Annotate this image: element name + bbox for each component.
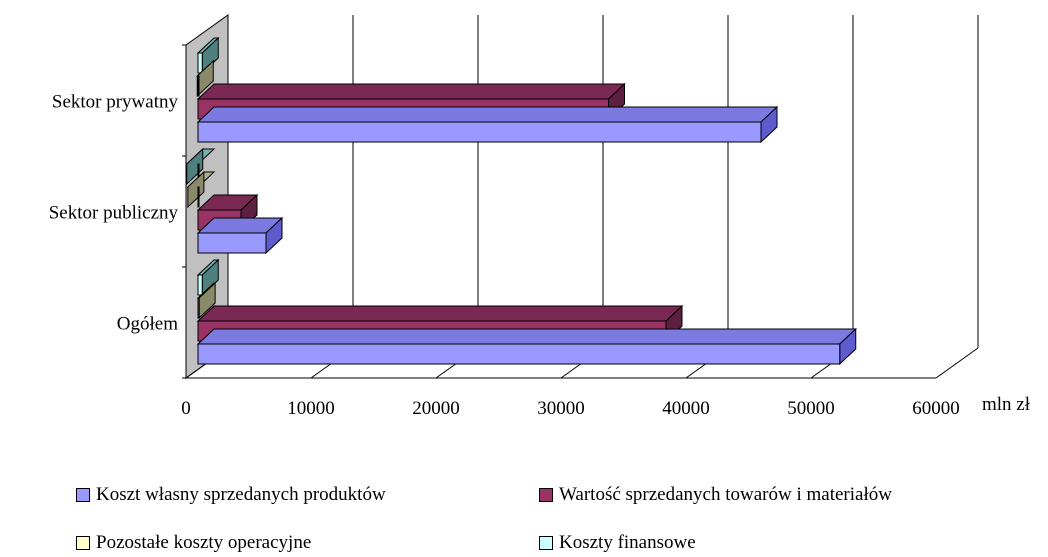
bar-top: [196, 305, 684, 322]
x-unit-label: mln zł: [982, 394, 1031, 415]
bar-top: [196, 328, 858, 345]
bar-front: [197, 186, 200, 208]
axis-labels: Sektor prywatny Sektor publiczny Ogółem 0 10…: [49, 92, 1031, 420]
legend-swatch-4: [539, 536, 553, 550]
legend-item-4: Koszty finansowe: [539, 532, 696, 554]
legend-label-1: Koszt własny sprzedanych produktów: [96, 484, 386, 505]
axes: [182, 44, 936, 379]
bar-front: [197, 52, 203, 74]
legend-swatch-1: [76, 488, 90, 502]
bar-front: [197, 297, 200, 319]
category-label: Sektor prywatny: [52, 92, 179, 113]
bar-front: [197, 75, 200, 97]
x-tick-label: 0: [181, 398, 191, 419]
legend-item-2: Wartość sprzedanych towarów i materiałów: [539, 484, 892, 506]
bar: [196, 258, 220, 297]
floor-line: [935, 347, 979, 379]
bar: [186, 170, 216, 209]
x-tick-label: 20000: [412, 398, 460, 419]
bar: [185, 147, 216, 186]
bar: [196, 216, 284, 255]
bar-front: [197, 232, 267, 254]
bar: [196, 327, 858, 366]
legend-item-1: Koszt własny sprzedanych produktów: [76, 484, 386, 506]
legend-swatch-3: [76, 536, 90, 550]
bar: [196, 105, 779, 144]
bar-top: [196, 83, 626, 100]
legend-item-3: Pozostałe koszty operacyjne: [76, 532, 311, 554]
category-label: Sektor publiczny: [49, 203, 179, 224]
x-tick-label: 10000: [287, 398, 335, 419]
legend-label-3: Pozostałe koszty operacyjne: [96, 532, 312, 553]
x-tick-label: 50000: [787, 398, 835, 419]
x-tick-label: 40000: [662, 398, 710, 419]
bar: [196, 281, 217, 320]
bar-side: [186, 147, 204, 186]
bar-side: [196, 59, 214, 98]
bar-front: [197, 121, 762, 143]
bar-top: [196, 106, 779, 123]
bar-side: [187, 170, 205, 209]
bar-front: [197, 343, 841, 365]
x-tick-label: 30000: [537, 398, 585, 419]
bar-front: [197, 274, 203, 296]
legend-label-4: Koszty finansowe: [559, 532, 696, 553]
x-tick-label: 60000: [912, 398, 960, 419]
category-label: Ogółem: [117, 314, 178, 335]
bars: [185, 36, 858, 366]
bar-chart: Sektor prywatny Sektor publiczny Ogółem 0 10…: [49, 14, 1031, 420]
bar: [195, 59, 216, 98]
legend-swatch-2: [539, 488, 553, 502]
legend-label-2: Wartość sprzedanych towarów i materiałów: [559, 484, 892, 505]
bar: [196, 36, 220, 75]
